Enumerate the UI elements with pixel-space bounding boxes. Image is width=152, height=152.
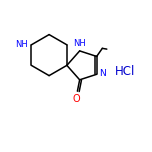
Text: N: N	[99, 69, 106, 78]
Text: NH: NH	[73, 39, 86, 48]
Text: HCl: HCl	[114, 65, 135, 78]
Text: O: O	[72, 94, 80, 104]
Text: NH: NH	[15, 40, 28, 49]
